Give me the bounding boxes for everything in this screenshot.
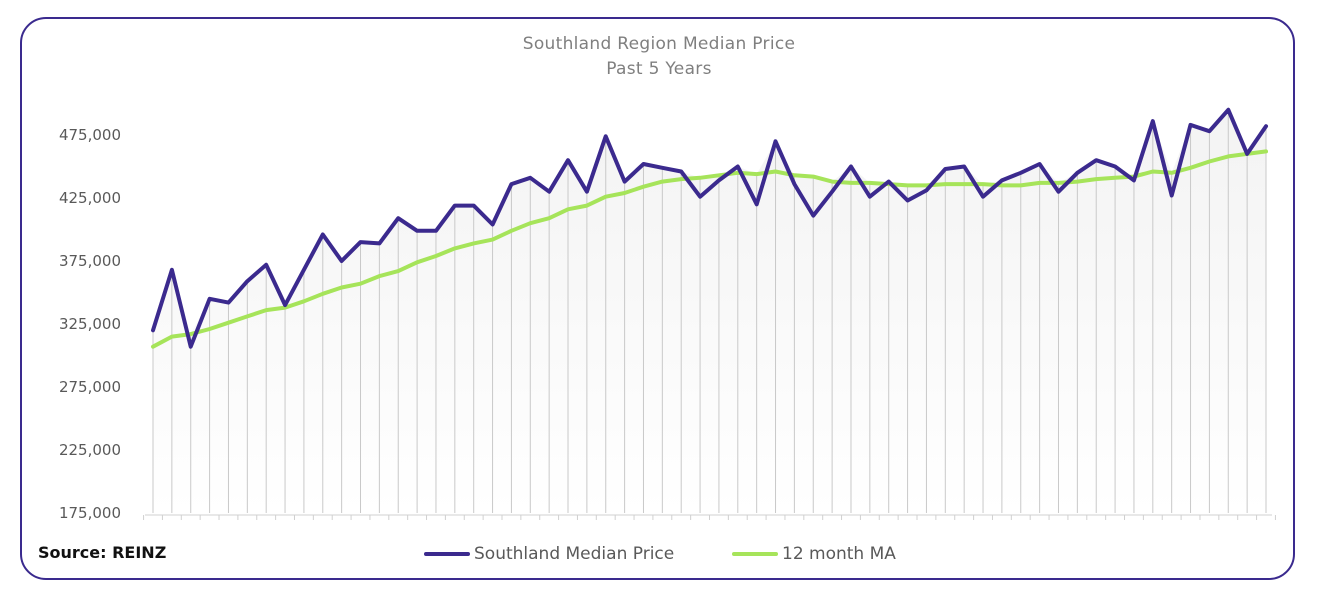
y-tick-label: 375,000 [59, 252, 121, 270]
legend-swatch-median [424, 552, 470, 556]
y-tick-label: 175,000 [59, 504, 121, 522]
legend-swatch-ma [732, 552, 778, 556]
chart-subtitle: Past 5 Years [606, 59, 712, 79]
y-axis: 175,000 225,000 275,000 325,000 375,000 425,0… [59, 126, 1276, 522]
drop-lines [152, 109, 1267, 513]
area-shading [153, 109, 1266, 514]
y-tick-label: 275,000 [59, 378, 121, 396]
area-fill [153, 109, 1266, 514]
y-tick-label: 425,000 [59, 189, 121, 207]
series-line-12-month-ma [151, 149, 1268, 349]
y-tick-label: 225,000 [59, 441, 121, 459]
chart-title: Southland Region Median Price [522, 34, 796, 54]
y-tick-label: 475,000 [59, 126, 121, 144]
source-label: Source: REINZ [38, 543, 167, 562]
legend-label-ma: 12 month MA [782, 544, 896, 564]
y-tick-label: 325,000 [59, 315, 121, 333]
legend-item-12-month-ma: 12 month MA [732, 544, 896, 564]
legend-label-median: Southland Median Price [474, 544, 675, 564]
series-lines [151, 107, 1268, 349]
legend-item-southland-median-price: Southland Median Price [424, 544, 674, 564]
series-line-southland-median-price [151, 107, 1268, 349]
